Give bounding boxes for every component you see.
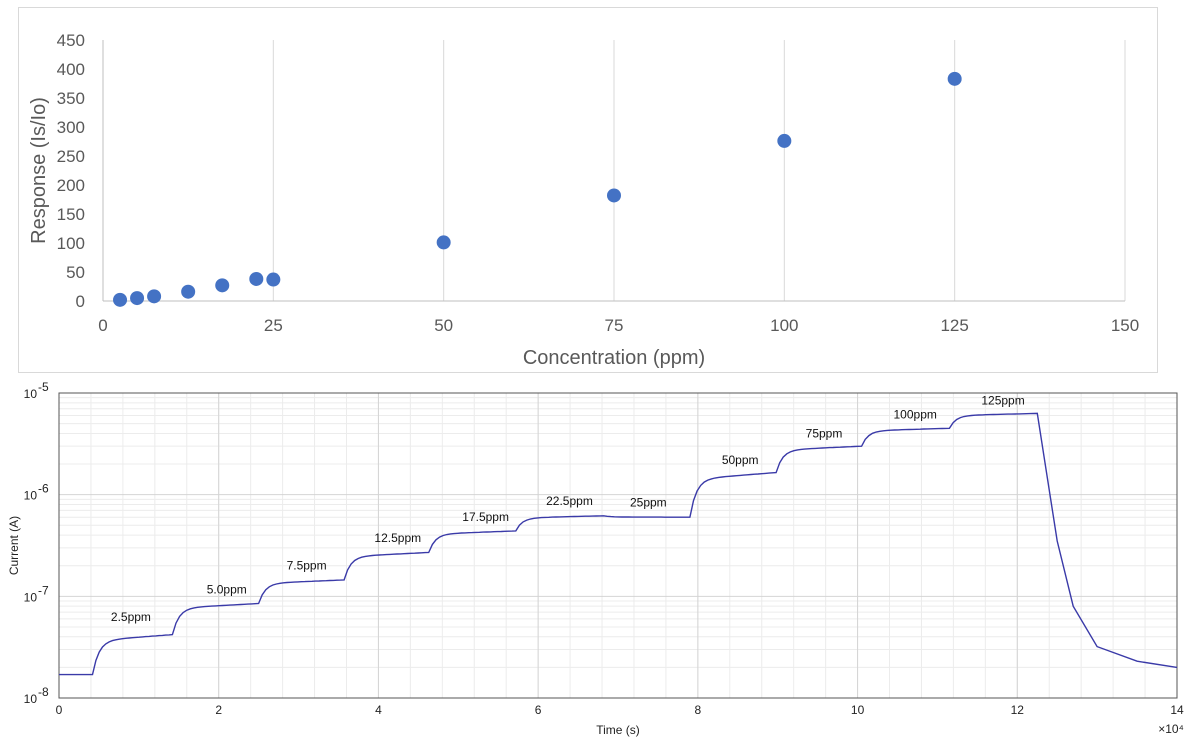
concentration-annotation: 125ppm [981,394,1024,408]
y-tick-label: 100 [57,234,85,253]
concentration-annotation: 100ppm [894,407,937,421]
data-point [181,284,196,299]
y-tick-label: 10 [24,387,38,401]
y-tick-label: 10 [24,489,38,503]
plot-frame [58,392,1178,699]
concentration-annotation: 50ppm [722,453,759,467]
response-chart: 0 25 50 75 100 125 150 0 50 100 150 200 250 300 350 400… [18,7,1158,373]
data-point [436,235,451,250]
data-point [147,289,162,304]
y-tick-label: 350 [57,89,85,108]
y-tick-label: 10 [24,692,38,706]
x-tick-label: 0 [98,316,107,335]
x-tick-label: 10 [851,703,865,717]
x-tick-label: 0 [56,703,63,717]
concentration-annotation: 7.5ppm [287,559,327,573]
data-point [130,291,145,306]
x-scale-multiplier: ×10⁴ [1158,722,1184,736]
y-axis-title: Response (Is/Io) [28,97,50,244]
y-tick-exponent: -6 [38,482,49,496]
x-tick-label: 150 [1111,316,1139,335]
concentration-annotation: 25ppm [630,495,667,509]
data-point [215,278,230,293]
y-tick-exponent: -7 [38,583,49,597]
x-tick-label: 100 [770,316,798,335]
data-point [113,292,128,307]
y-tick-label: 10 [24,590,38,604]
data-point [947,71,962,86]
y-tick-label: 200 [57,176,85,195]
x-tick-label: 12 [1011,703,1025,717]
y-tick-label: 400 [57,60,85,79]
y-tick-label: 50 [66,263,85,282]
response-chart-svg: 0 25 50 75 100 125 150 0 50 100 150 200 250 300 350 400… [28,31,1139,369]
x-tick-label: 4 [375,703,382,717]
data-point [777,133,792,148]
current-chart: 0 2 4 6 8 10 12 14 10 -8 10 -7 10 -6 10 -5 2.5ppm 5.0ppm 7… [0,378,1185,738]
concentration-annotation: 17.5ppm [462,510,509,524]
x-tick-label: 14 [1170,703,1184,717]
y-tick-label: 450 [57,31,85,50]
concentration-annotation: 2.5ppm [111,610,151,624]
concentration-annotation: 75ppm [806,426,843,440]
x-tick-label: 6 [535,703,542,717]
x-axis-title: Time (s) [596,723,640,737]
x-tick-label: 25 [264,316,283,335]
y-tick-exponent: -8 [38,685,49,699]
x-tick-label: 2 [215,703,222,717]
concentration-annotation: 22.5ppm [546,494,593,508]
data-point [607,188,621,203]
x-tick-label: 75 [605,316,624,335]
y-tick-label: 300 [57,118,85,137]
concentration-annotation: 12.5ppm [374,531,421,545]
x-tick-label: 50 [434,316,453,335]
data-point [266,272,281,287]
y-tick-exponent: -5 [38,380,49,394]
current-line [59,412,1178,676]
x-tick-label: 8 [695,703,702,717]
data-point [249,271,264,286]
x-tick-label: 125 [940,316,968,335]
concentration-annotation: 5.0ppm [207,583,247,597]
x-axis-title: Concentration (ppm) [523,347,705,369]
y-tick-label: 0 [76,292,85,311]
y-axis-title: Current (A) [7,516,21,575]
y-tick-label: 150 [57,205,85,224]
y-tick-label: 250 [57,147,85,166]
